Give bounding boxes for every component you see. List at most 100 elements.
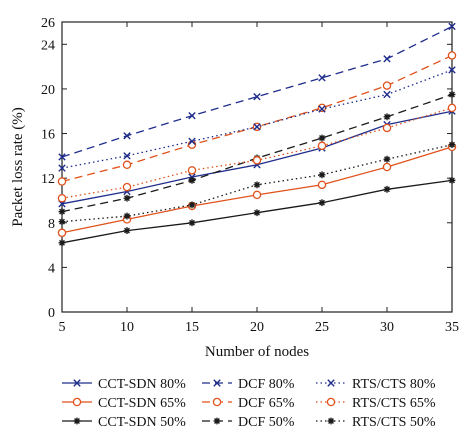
- data-point: [317, 141, 327, 151]
- x-tick-label: 25: [315, 320, 329, 335]
- data-point: [123, 194, 131, 202]
- series-line: [61, 25, 453, 158]
- y-tick-label: 24: [41, 38, 55, 53]
- legend-marker: [73, 417, 81, 425]
- data-point: [383, 113, 391, 121]
- legend-item: DCF 50%: [202, 415, 295, 430]
- legend-marker: [73, 379, 81, 387]
- x-tick-label: 15: [185, 320, 199, 335]
- legend-item: RTS/CTS 50%: [316, 415, 436, 430]
- data-point: [448, 141, 456, 149]
- data-point: [188, 201, 196, 209]
- data-point: [317, 103, 327, 113]
- legend-marker: [327, 417, 335, 425]
- data-point: [123, 132, 131, 140]
- plot-frame: [61, 21, 453, 313]
- data-point: [188, 219, 196, 227]
- y-axis-title: Packet loss rate (%): [10, 107, 26, 227]
- legend-marker: [326, 397, 336, 407]
- data-point: [253, 209, 261, 217]
- data-point: [252, 190, 262, 200]
- legend-item: RTS/CTS 80%: [316, 377, 436, 392]
- series-layer: [57, 22, 457, 247]
- data-point: [448, 176, 456, 184]
- data-point: [57, 228, 67, 238]
- data-point: [383, 185, 391, 193]
- data-point: [318, 199, 326, 207]
- series-rts-cts-65-: [57, 103, 457, 203]
- data-point: [317, 180, 327, 190]
- series-rts-cts-80-: [58, 66, 456, 172]
- data-point: [383, 90, 391, 99]
- legend-item: CCT-SDN 65%: [62, 396, 186, 411]
- legend-marker: [72, 397, 82, 407]
- data-point: [58, 153, 66, 161]
- y-tick-label: 0: [48, 306, 55, 321]
- data-point: [123, 212, 131, 220]
- legend-item: DCF 65%: [202, 396, 295, 411]
- data-point: [447, 103, 457, 113]
- legend-label: RTS/CTS 65%: [352, 396, 436, 411]
- data-point: [253, 181, 261, 189]
- data-point: [382, 123, 392, 133]
- data-point: [252, 156, 262, 165]
- data-point: [383, 155, 391, 163]
- data-point: [448, 91, 456, 98]
- legend-label: RTS/CTS 50%: [352, 415, 436, 430]
- data-point: [188, 111, 196, 120]
- data-point: [58, 164, 66, 172]
- data-point: [58, 218, 66, 226]
- data-point: [187, 166, 197, 175]
- data-point: [382, 162, 392, 172]
- data-point: [448, 66, 456, 74]
- data-point: [318, 74, 326, 82]
- legend-marker: [213, 379, 221, 387]
- x-tick-label: 5: [59, 320, 66, 335]
- data-point: [447, 51, 457, 60]
- legend-item: DCF 80%: [202, 377, 295, 392]
- legend-marker: [327, 379, 335, 387]
- x-tick-label: 10: [120, 320, 134, 335]
- x-axis-title: Number of nodes: [205, 344, 309, 360]
- legend-label: DCF 80%: [238, 377, 295, 392]
- y-tick-label: 12: [41, 172, 55, 187]
- series-rts-cts-50-: [58, 141, 456, 226]
- y-tick-label: 8: [48, 217, 55, 232]
- data-point: [188, 176, 196, 184]
- legend-marker: [213, 417, 221, 425]
- data-point: [57, 177, 67, 186]
- legend-label: DCF 50%: [238, 415, 295, 430]
- legend-item: CCT-SDN 80%: [62, 377, 186, 392]
- legend-label: DCF 65%: [238, 396, 295, 411]
- y-tick-label: 4: [48, 261, 55, 276]
- legend-label: CCT-SDN 65%: [98, 396, 186, 411]
- data-point: [122, 160, 132, 170]
- series-dcf-80-: [58, 22, 456, 161]
- legend-item: CCT-SDN 50%: [62, 415, 186, 430]
- data-point: [57, 193, 67, 203]
- data-point: [318, 105, 326, 113]
- y-tick-label-top: 26: [41, 16, 55, 31]
- data-point: [122, 182, 132, 192]
- data-point: [123, 152, 131, 160]
- legend-label: CCT-SDN 50%: [98, 415, 186, 430]
- data-point: [188, 137, 196, 146]
- data-point: [253, 93, 261, 101]
- data-point: [318, 171, 326, 179]
- x-tick-label: 20: [250, 320, 264, 335]
- x-tick-label: 30: [380, 320, 394, 335]
- y-tick-label: 20: [41, 83, 55, 98]
- x-tick-label: 35: [445, 320, 459, 335]
- series-cct-sdn-50-: [58, 176, 456, 247]
- tick-layer: 5 10 15 20 25 30 35 0 4 8 12 16 20 24 26: [41, 16, 459, 335]
- series-line: [61, 69, 453, 169]
- legend-item: RTS/CTS 65%: [316, 396, 436, 411]
- data-point: [123, 227, 131, 234]
- data-point: [58, 208, 66, 216]
- legend-label: CCT-SDN 80%: [98, 377, 186, 392]
- legend-marker: [212, 397, 222, 407]
- data-point: [448, 22, 456, 31]
- data-point: [253, 123, 261, 131]
- legend-label: RTS/CTS 80%: [352, 377, 436, 392]
